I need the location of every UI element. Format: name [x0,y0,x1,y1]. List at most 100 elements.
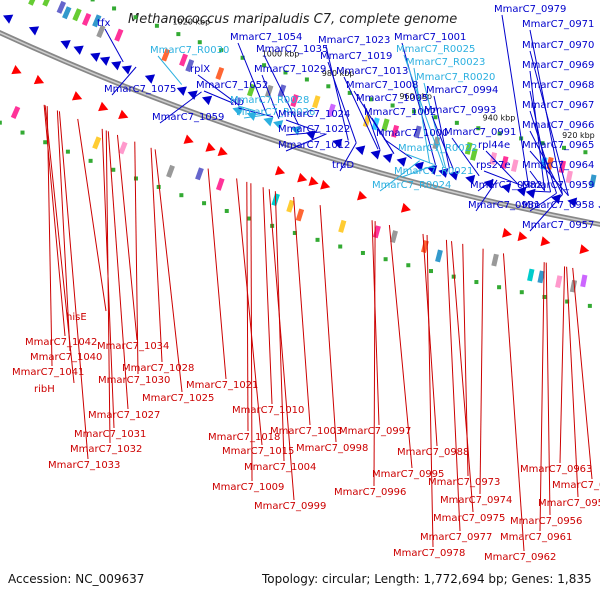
gene-arrow [427,165,438,175]
forward-gene-label: truD [332,160,354,171]
leader-line [134,141,139,375]
leader-line [529,150,569,197]
leader-line [529,170,546,192]
reverse-gene-label: ribH [34,384,55,395]
gc-marker [219,48,224,53]
reverse-gene-label: MmarC7_0988 [397,447,469,458]
gene-labels: tfx MmarC7_R0030MmarC7_1054MmarC7_1035rpl… [12,4,600,563]
function-block [295,208,305,222]
genome-summary-text: Topology: circular; Length: 1,772,694 bp… [262,572,592,586]
gc-marker [383,257,388,262]
function-block [215,177,225,191]
forward-gene-label: MmarC7_R0026 [236,107,315,118]
forward-gene-label: MmarC7_R0022 [398,143,477,154]
map-title: Methanococcus maripaludis C7, complete g… [128,12,457,27]
gene-arrow [201,95,213,106]
leader-line [479,248,484,495]
gc-marker [338,244,343,249]
reverse-gene-label: MmarC7_1040 [30,352,102,363]
reverse-gene-label: MmarC7_0973 [428,477,500,488]
reverse-gene-label: MmarC7_1030 [98,375,170,386]
function-block [580,274,588,288]
gc-marker [179,193,184,198]
gc-marker [406,263,411,268]
gene-arrow [246,111,257,121]
leader-line [58,111,89,460]
gene-arrow [98,101,109,112]
gene-arrow [382,153,393,163]
gene-arrow [567,197,578,208]
leader-line [529,110,557,194]
forward-gene-label: MmarC7_1013 [336,66,408,77]
function-block [327,103,336,117]
leader-line [426,234,434,548]
leader-line [285,133,327,152]
accession-text: Accession: NC_009637 [8,572,145,586]
reverse-gene-label: MmarC7_1010 [232,405,304,416]
leader-line [529,130,563,195]
gc-marker [112,6,117,11]
leader-line [566,266,579,498]
function-block [555,275,563,288]
function-block [81,12,92,26]
gc-marker [433,115,438,120]
gc-marker [454,120,459,125]
leader-line [243,114,268,119]
forward-gene-label: MmarC7_0981 [468,200,540,211]
gene-arrow [400,202,411,213]
gene-arrow [60,40,71,50]
reverse-gene-label: MmarC7_0956 [510,516,582,527]
function-block [435,249,443,263]
gene-arrow [144,74,156,84]
gene-arrow [502,227,512,238]
gene-arrow [33,74,45,85]
leader-line [157,55,183,85]
forward-gene-label: rplX [190,64,210,75]
leader-line [401,164,436,178]
gene-arrow [273,120,284,130]
function-block [62,6,72,20]
label-leaders [43,14,593,552]
leader-line [405,153,434,165]
gene-arrow [551,194,561,204]
gc-marker [176,32,181,37]
reverse-gene-label: MmarC7_0997 [339,426,411,437]
gc-marker [202,201,207,206]
forward-gene-label: MmarC7_1000 [376,128,448,139]
gc-marker [43,140,48,145]
gene-arrow [99,56,111,66]
function-block [96,24,106,38]
leader-line [107,131,129,410]
gene-arrow [579,244,590,255]
gc-marker [262,63,267,68]
leader-line [379,160,420,192]
leader-line [203,90,234,104]
function-block [92,14,102,28]
function-block [491,253,499,267]
reverse-gene-label: MmarC7_1003 [270,426,342,437]
reverse-gene-label: MmarC7_1034 [97,341,169,352]
forward-gene-label: MmarC7_1008 [346,80,418,91]
leader-line [154,149,183,393]
reverse-gene-label: MmarC7_0996 [334,487,406,498]
leader-line [339,142,357,172]
gene-arrow [118,109,129,120]
forward-gene-label: MmarC7_1001 [394,32,466,43]
function-block [195,167,204,181]
gene-arrow [465,174,476,185]
leader-line [104,28,124,63]
gc-marker [451,274,456,279]
forward-gene-label: MmarC7_0966 [522,120,594,131]
function-block [118,141,128,155]
forward-gene-label: MmarC7_0993 [424,105,496,116]
gc-marker [20,130,25,135]
gene-arrow [308,176,319,186]
reverse-gene-label: MmarC7_1027 [88,410,160,421]
reverse-gene-label: MmarC7_1015 [222,446,294,457]
genome-backbone [0,29,600,227]
function-block [264,84,274,98]
gene-arrow [3,14,14,24]
function-block [390,230,398,244]
